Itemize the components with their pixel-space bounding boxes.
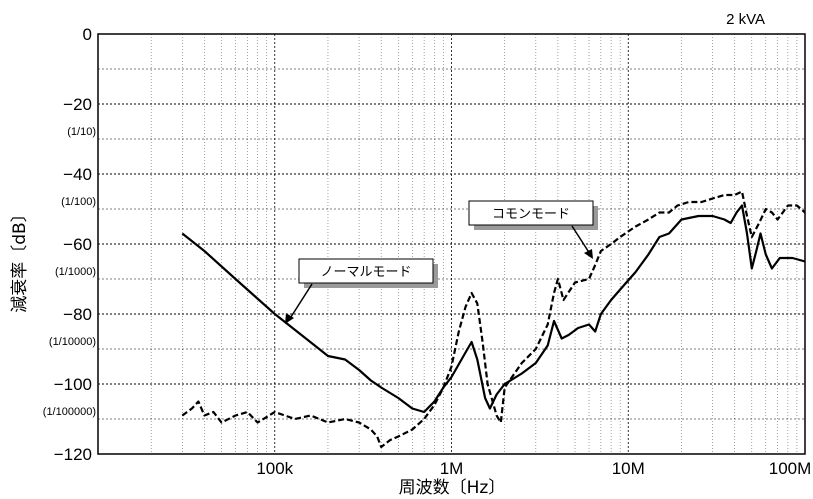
y-tick-sublabel: (1/10): [67, 126, 96, 138]
y-tick-label: −100: [54, 375, 92, 394]
x-axis-title: 周波数〔Hz〕: [399, 478, 506, 498]
y-tick-sublabel: (1/10000): [49, 336, 96, 348]
x-axis-ticks: 100k 1M 10M 100M: [256, 459, 811, 478]
y-tick-label: −80: [63, 305, 92, 324]
series-lines: [181, 190, 805, 449]
callout-common-mode-arrowhead: [584, 249, 593, 259]
callout-common-mode-arrow: [571, 225, 591, 255]
y-axis-title: 減衰率〔dB〕: [10, 205, 30, 312]
callout-normal-mode-box: [298, 258, 434, 284]
y-tick-sublabel: (1/100000): [43, 406, 96, 418]
callout-normal-mode: ノーマルモード: [285, 258, 438, 324]
y-tick-label: −60: [63, 235, 92, 254]
y-tick-label: −20: [63, 95, 92, 114]
callout-normal-mode-text: ノーマルモード: [320, 265, 411, 280]
x-tick-label: 10M: [612, 459, 645, 478]
x-tick-label: 1M: [440, 459, 464, 478]
x-tick-label: 100k: [256, 459, 293, 478]
y-tick-label: 0: [83, 25, 92, 44]
corner-label: 2 kVA: [726, 11, 765, 28]
y-tick-label: −40: [63, 165, 92, 184]
callout-common-mode: コモンモード: [468, 200, 598, 259]
callout-normal-mode-arrowhead: [285, 313, 294, 324]
y-axis-ticks: 0 −20 (1/10) −40 (1/100) −60 (1/1000) −80 (1/100…: [43, 25, 96, 464]
callout-common-mode-text: コモンモード: [492, 207, 570, 222]
series-normal-mode-line: [181, 204, 805, 414]
y-tick-label: −120: [54, 445, 92, 464]
x-tick-label: 100M: [769, 459, 812, 478]
callout-common-mode-box: [468, 200, 594, 226]
plot-frame: [97, 33, 806, 455]
grid: [98, 34, 805, 454]
callout-normal-mode-arrow: [288, 283, 313, 321]
y-tick-sublabel: (1/1000): [55, 266, 96, 278]
y-tick-sublabel: (1/100): [61, 196, 96, 208]
